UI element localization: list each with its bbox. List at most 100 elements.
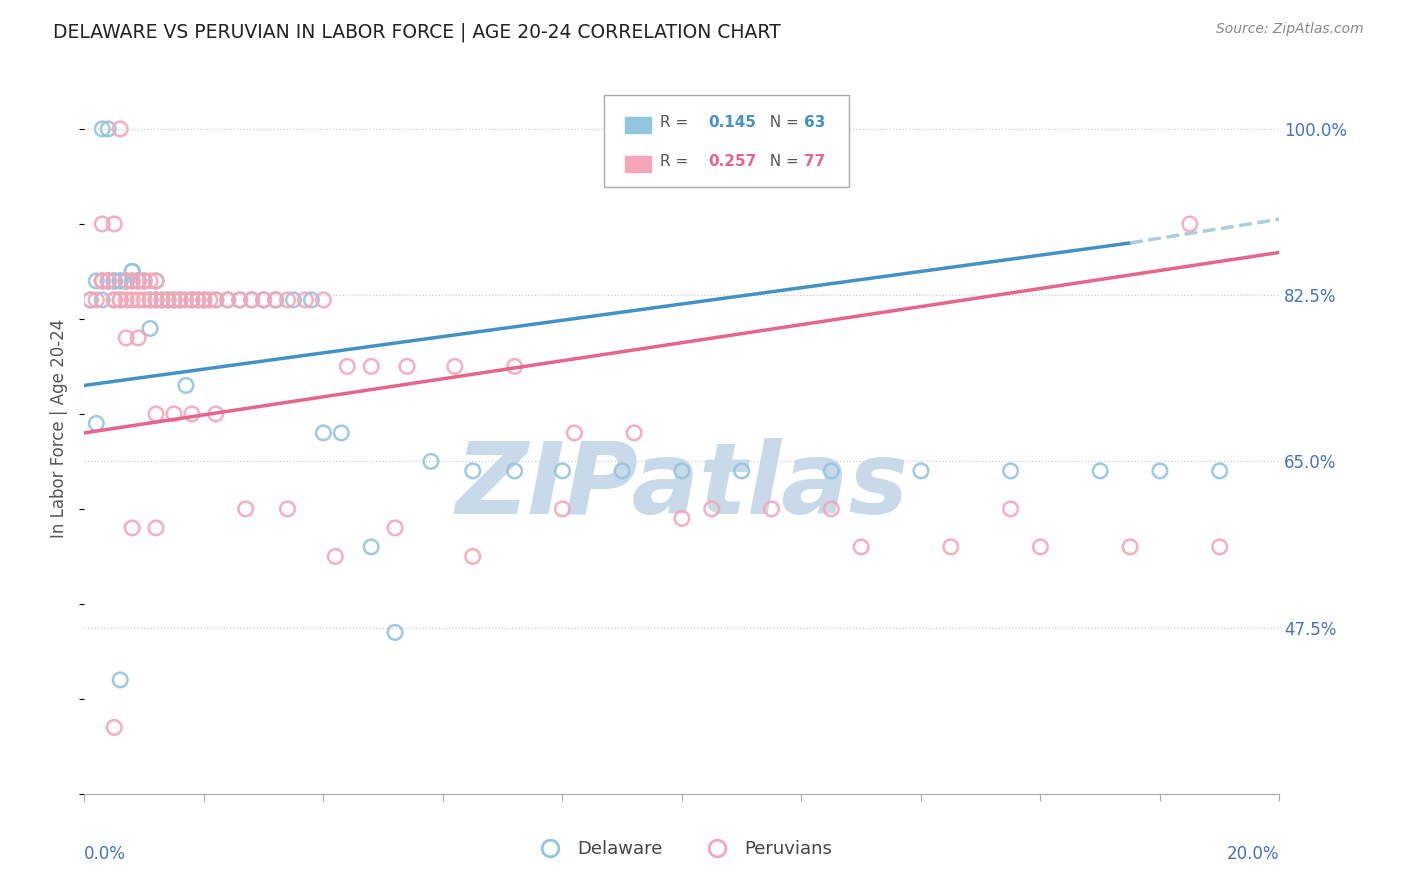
- Point: [132, 274, 156, 288]
- Point: [169, 293, 191, 307]
- Point: [127, 293, 149, 307]
- Point: [205, 407, 228, 421]
- Point: [264, 293, 287, 307]
- Text: ZIPatlas: ZIPatlas: [456, 438, 908, 535]
- Point: [97, 122, 120, 136]
- Legend: Delaware, Peruvians: Delaware, Peruvians: [524, 833, 839, 865]
- Point: [277, 293, 299, 307]
- Point: [444, 359, 467, 374]
- Point: [91, 293, 114, 307]
- Point: [193, 293, 215, 307]
- Point: [396, 359, 419, 374]
- Point: [91, 217, 114, 231]
- Point: [132, 274, 156, 288]
- Point: [820, 502, 842, 516]
- Point: [97, 274, 120, 288]
- Point: [1090, 464, 1112, 478]
- Point: [91, 274, 114, 288]
- Point: [461, 464, 484, 478]
- Point: [121, 521, 143, 535]
- Point: [551, 502, 574, 516]
- Point: [253, 293, 276, 307]
- Point: [110, 274, 132, 288]
- Point: [115, 293, 138, 307]
- Point: [121, 274, 143, 288]
- Point: [110, 293, 132, 307]
- Point: [461, 549, 484, 564]
- Point: [564, 425, 586, 440]
- Point: [127, 274, 149, 288]
- Point: [228, 293, 252, 307]
- FancyBboxPatch shape: [624, 118, 651, 134]
- Point: [1149, 464, 1171, 478]
- Point: [205, 293, 228, 307]
- Point: [157, 293, 180, 307]
- Point: [181, 407, 204, 421]
- Point: [503, 359, 526, 374]
- Text: 20.0%: 20.0%: [1227, 845, 1279, 863]
- Point: [97, 274, 120, 288]
- Point: [169, 293, 191, 307]
- Point: [139, 274, 162, 288]
- Point: [312, 293, 335, 307]
- Point: [103, 293, 125, 307]
- Point: [503, 464, 526, 478]
- Point: [145, 274, 167, 288]
- Point: [181, 293, 204, 307]
- Point: [612, 464, 634, 478]
- Point: [110, 274, 132, 288]
- Point: [103, 274, 125, 288]
- Text: 63: 63: [804, 115, 825, 130]
- Point: [235, 502, 257, 516]
- Point: [145, 407, 167, 421]
- Point: [157, 293, 180, 307]
- Point: [110, 293, 132, 307]
- Point: [139, 293, 162, 307]
- Point: [150, 293, 173, 307]
- Point: [384, 521, 406, 535]
- Text: R =: R =: [661, 115, 693, 130]
- Point: [187, 293, 209, 307]
- Point: [110, 122, 132, 136]
- Point: [103, 217, 125, 231]
- Point: [187, 293, 209, 307]
- Point: [115, 274, 138, 288]
- Point: [384, 625, 406, 640]
- Point: [240, 293, 263, 307]
- Point: [91, 122, 114, 136]
- Point: [217, 293, 239, 307]
- Point: [1209, 464, 1232, 478]
- Point: [671, 511, 693, 525]
- Point: [127, 331, 149, 345]
- Point: [731, 464, 754, 478]
- Point: [115, 274, 138, 288]
- Point: [115, 274, 138, 288]
- Point: [91, 274, 114, 288]
- Point: [121, 293, 143, 307]
- Point: [198, 293, 221, 307]
- Point: [551, 464, 574, 478]
- Point: [205, 293, 228, 307]
- Point: [79, 293, 101, 307]
- Point: [1029, 540, 1052, 554]
- Point: [360, 359, 382, 374]
- Point: [115, 274, 138, 288]
- Point: [103, 274, 125, 288]
- Point: [193, 293, 215, 307]
- Point: [283, 293, 305, 307]
- Text: 77: 77: [804, 153, 825, 169]
- Point: [1000, 464, 1022, 478]
- Point: [103, 293, 125, 307]
- Point: [110, 673, 132, 687]
- Point: [264, 293, 287, 307]
- Point: [163, 407, 186, 421]
- Point: [1209, 540, 1232, 554]
- Y-axis label: In Labor Force | Age 20-24: In Labor Force | Age 20-24: [51, 318, 69, 538]
- Point: [127, 274, 149, 288]
- Text: N =: N =: [759, 153, 803, 169]
- Point: [294, 293, 316, 307]
- Point: [145, 293, 167, 307]
- Point: [851, 540, 873, 554]
- Text: R =: R =: [661, 153, 693, 169]
- Point: [910, 464, 932, 478]
